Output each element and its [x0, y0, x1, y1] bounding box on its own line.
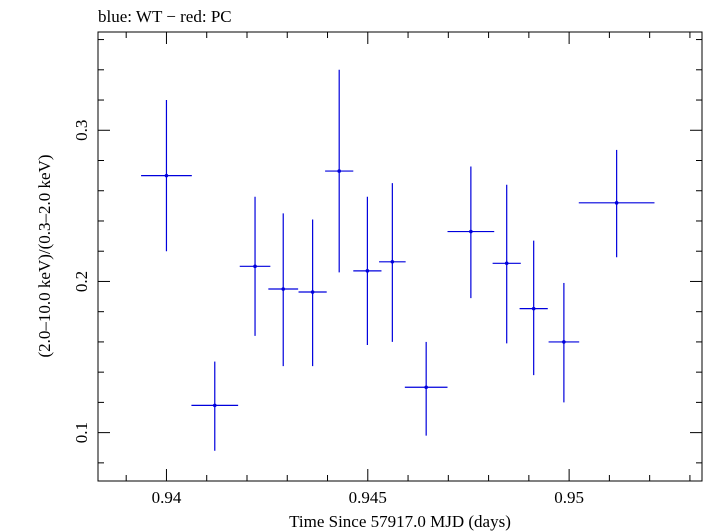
y-tick-label: 0.2	[72, 271, 91, 292]
data-point	[253, 264, 257, 269]
x-tick-label: 0.95	[554, 488, 584, 507]
x-tick-label: 0.94	[152, 488, 182, 507]
data-point	[212, 403, 217, 408]
data-point	[614, 201, 619, 205]
data-point	[504, 261, 509, 266]
chart-title: blue: WT − red: PC	[98, 7, 232, 26]
axis-tick-labels: 0.94 0.945 0.95 0.1 0.2 0.3	[72, 120, 584, 507]
axis-ticks	[98, 32, 702, 481]
data-point	[531, 306, 536, 311]
data-point	[469, 229, 473, 234]
y-tick-label: 0.3	[72, 120, 91, 141]
data-point	[281, 287, 286, 291]
data-points	[141, 69, 655, 451]
y-tick-label: 0.1	[72, 422, 91, 443]
data-point	[424, 385, 428, 390]
x-tick-label: 0.945	[349, 488, 387, 507]
data-point	[562, 340, 566, 344]
data-point	[365, 269, 370, 273]
data-point	[390, 259, 395, 264]
plot-frame	[97, 31, 703, 482]
data-point	[337, 169, 341, 173]
data-point	[310, 290, 315, 294]
y-axis-title: (2.0–10.0 keV)/(0.3–2.0 keV)	[35, 154, 54, 357]
data-point	[164, 173, 169, 178]
x-axis-title: Time Since 57917.0 MJD (days)	[289, 512, 511, 531]
